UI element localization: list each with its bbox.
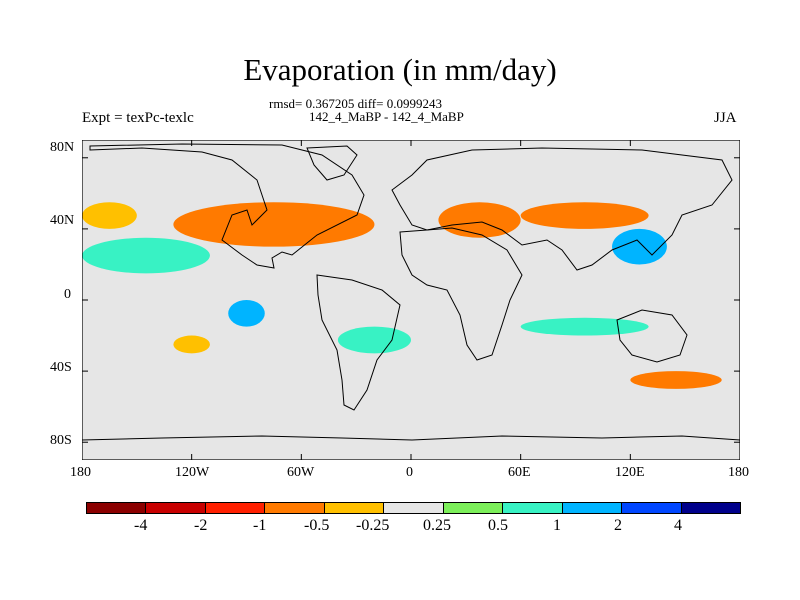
anomaly-region (612, 228, 667, 265)
y-tick-label: 40S (50, 360, 72, 375)
anomaly-region (630, 371, 722, 389)
colorbar-label: -1 (253, 517, 267, 534)
anomaly-region (438, 202, 521, 238)
y-tick-label: 40N (50, 213, 75, 228)
colorbar-swatch (561, 502, 623, 514)
colorbar-swatch (502, 502, 563, 514)
x-tick-label: 60W (287, 465, 315, 480)
evaporation-map (82, 140, 740, 460)
colorbar-label: -4 (134, 517, 148, 534)
coastline-north-america (89, 143, 365, 269)
colorbar-swatch (204, 502, 266, 514)
experiment-label: Expt = texPc-texlc (82, 110, 194, 126)
colorbar-label: 1 (553, 517, 561, 534)
anomaly-region (337, 326, 411, 354)
y-tick-label: 80N (50, 140, 75, 155)
x-tick-label: 180 (728, 465, 749, 480)
coastline-africa (399, 227, 523, 361)
coastline-antarctica (82, 435, 740, 441)
coastline-greenland (306, 145, 358, 181)
colorbar-swatch (621, 502, 682, 514)
x-tick-label: 180 (70, 465, 91, 480)
coastline-south-america (316, 274, 401, 411)
colorbar-label: -0.25 (356, 517, 390, 534)
anomaly-region (520, 202, 649, 229)
anomaly-region (82, 202, 137, 229)
colorbar-label: 2 (614, 517, 622, 534)
map-background (82, 140, 740, 460)
colorbar-swatch (680, 502, 741, 514)
colorbar-swatch (264, 502, 325, 514)
colorbar-swatch (442, 502, 504, 514)
comparison-text: 142_4_MaBP - 142_4_MaBP (309, 109, 464, 124)
x-tick-label: 120W (175, 465, 210, 480)
coastline-australia (616, 309, 688, 363)
x-tick-label: 120E (615, 465, 645, 480)
colorbar-swatch (86, 502, 147, 514)
x-tick-label: 0 (406, 465, 413, 480)
anomaly-region (520, 317, 649, 336)
colorbar-swatch (383, 502, 444, 514)
y-tick-label: 80S (50, 433, 72, 448)
anomaly-region (82, 237, 210, 274)
coastline-eurasia (391, 147, 733, 271)
stats-text: rmsd= 0.367205 diff= 0.0999243 (269, 96, 442, 111)
season-label: JJA (714, 110, 737, 126)
colorbar-label: 0.5 (488, 517, 508, 534)
colorbar-swatch (145, 502, 206, 514)
colorbar-swatch (323, 502, 385, 514)
anomaly-region (173, 202, 375, 247)
colorbar-label: 4 (674, 517, 682, 534)
anomaly-region (228, 300, 265, 327)
anomaly-region (173, 335, 210, 354)
colorbar-label: -2 (194, 517, 208, 534)
x-tick-label: 60E (508, 465, 531, 480)
colorbar-label: -0.5 (304, 517, 330, 534)
y-tick-label: 0 (64, 287, 71, 302)
page-title: Evaporation (in mm/day) (243, 52, 557, 87)
colorbar-label: 0.25 (423, 517, 451, 534)
